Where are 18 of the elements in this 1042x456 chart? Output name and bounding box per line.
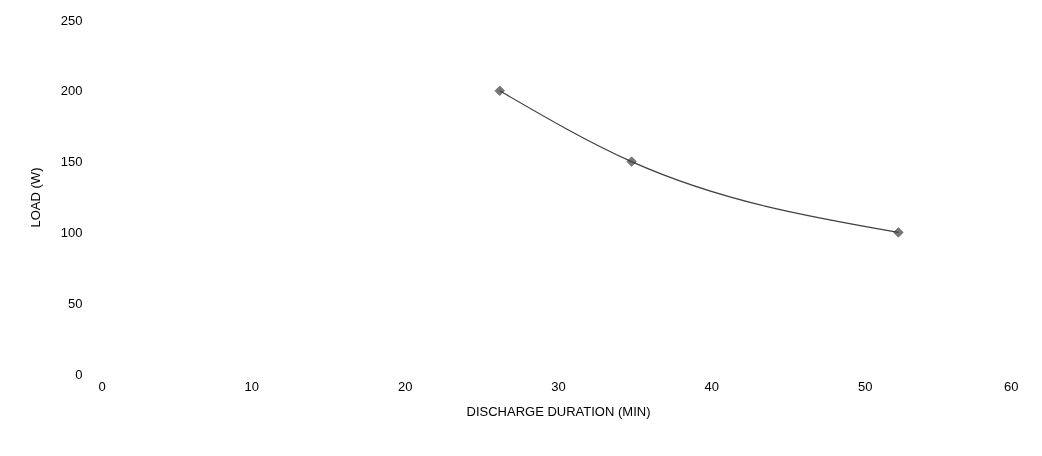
y-tick-label: 0 <box>75 366 83 382</box>
y-tick-label: 150 <box>60 154 83 170</box>
point <box>494 85 505 96</box>
y-tick-label: 200 <box>60 83 83 99</box>
x-tick-label: 60 <box>1004 378 1019 394</box>
x-tick-label: 40 <box>704 378 720 394</box>
x-tick-label: 10 <box>244 378 260 394</box>
y-tick-label: 50 <box>68 295 83 311</box>
x-axis-title: DISCHARGE DURATION (MIN) <box>466 403 651 419</box>
y-axis-title: LOAD (W) <box>27 167 43 228</box>
point <box>626 156 637 167</box>
x-tick-label: 50 <box>857 378 873 394</box>
x-tick-label: 20 <box>397 378 413 394</box>
x-tick-label: 30 <box>551 378 566 394</box>
x-tick-label: 0 <box>98 378 106 394</box>
y-tick-label: 250 <box>60 12 83 28</box>
point <box>893 227 904 238</box>
y-tick-label: 100 <box>60 224 83 240</box>
